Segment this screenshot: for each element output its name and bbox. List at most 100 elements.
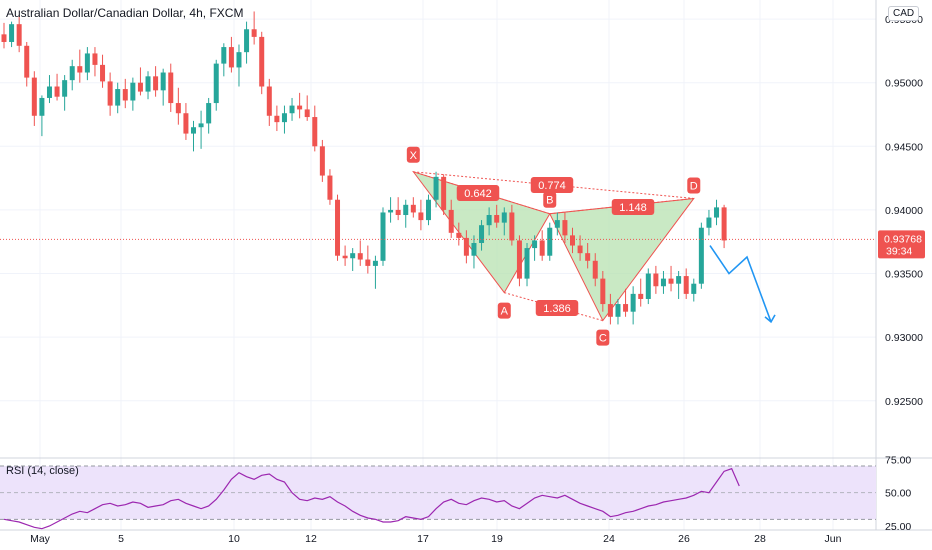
time-tick-label: 28 <box>754 533 766 545</box>
time-tick-label: May <box>30 533 51 545</box>
ratio-line-ac <box>504 292 603 322</box>
candle-body <box>524 248 530 279</box>
candle-body <box>683 276 689 294</box>
candle-body <box>653 273 659 287</box>
candle-body <box>259 36 265 87</box>
candle-body <box>706 217 712 228</box>
candle-body <box>456 232 462 238</box>
candle-body <box>297 105 303 110</box>
candle-body <box>365 259 371 266</box>
rsi-line <box>3 467 740 530</box>
candle-body <box>668 278 674 284</box>
time-tick-label: 24 <box>603 533 615 545</box>
candle-body <box>660 278 666 287</box>
candle-body <box>319 146 325 176</box>
candle-body <box>46 86 52 98</box>
candle-body <box>448 209 454 233</box>
candle-body <box>335 199 341 256</box>
candle-body <box>714 207 720 218</box>
candle-body <box>372 260 378 266</box>
pattern-point-d-box <box>687 177 701 194</box>
candle-body <box>137 82 143 92</box>
pattern-point-x: X <box>410 150 418 162</box>
candle-body <box>554 220 560 228</box>
time-tick-label: 10 <box>228 533 240 545</box>
candle-body <box>539 240 545 256</box>
candle-body <box>380 212 386 261</box>
candle-body <box>183 113 189 134</box>
candle-body <box>607 304 613 317</box>
candle-body <box>198 123 204 128</box>
candle-body <box>570 235 575 246</box>
candle-body <box>547 227 553 256</box>
last-price-tag <box>878 230 925 259</box>
price-tick-label: 0.93500 <box>885 269 923 281</box>
chart-title: Australian Dollar/Canadian Dollar, 4h, F… <box>6 6 244 20</box>
rsi-tick-label: 75.00 <box>885 454 911 466</box>
candle-body <box>236 52 242 68</box>
candle-body <box>168 72 174 104</box>
candle-body <box>289 105 295 114</box>
candle-body <box>54 86 60 97</box>
candle-body <box>486 215 492 226</box>
candle-body <box>577 245 583 254</box>
price-tick-label: 0.93000 <box>885 332 923 344</box>
projection-path <box>709 245 772 323</box>
candle-body <box>191 127 196 134</box>
candle-body <box>425 199 431 221</box>
candle-body <box>441 176 447 210</box>
candle-body <box>350 253 356 259</box>
candle-body <box>357 253 363 260</box>
candle-body <box>24 45 30 78</box>
price-tick-label: 0.92500 <box>885 396 923 408</box>
candle-body <box>312 117 318 147</box>
candle-body <box>615 304 621 317</box>
candle-body <box>100 64 106 82</box>
countdown-value: 39:34 <box>886 245 912 257</box>
candle-body <box>721 207 727 241</box>
candle-body <box>153 76 159 91</box>
candle-body <box>623 304 629 312</box>
candle-body <box>342 255 348 259</box>
candle-body <box>676 276 682 284</box>
candle-body <box>600 278 606 305</box>
last-price-value: 0.93768 <box>884 233 922 245</box>
time-tick-label: 17 <box>417 533 429 545</box>
candle-body <box>471 242 477 256</box>
candlestick-series <box>0 11 876 325</box>
time-tick-label: 26 <box>678 533 690 545</box>
pattern-point-a-box <box>497 302 511 319</box>
candle-body <box>645 273 651 299</box>
ratio-label: 0.642 <box>464 188 492 200</box>
pattern-point-b: B <box>546 195 553 207</box>
ratio-label-box <box>456 185 500 201</box>
currency-button[interactable]: CAD <box>888 6 920 21</box>
candle-body <box>463 237 469 256</box>
candle-body <box>532 240 538 249</box>
candle-body <box>388 209 394 213</box>
ratio-label-box <box>611 199 655 215</box>
candle-body <box>228 47 234 68</box>
pattern-point-c-box <box>596 329 610 346</box>
time-axis: May 5 10 12 17 19 24 26 28 Jun <box>30 533 842 545</box>
candle-body <box>31 77 37 116</box>
candle-body <box>9 24 15 42</box>
candle-body <box>327 175 333 200</box>
candle-body <box>494 215 500 223</box>
candle-body <box>39 97 45 116</box>
candle-body <box>562 220 568 236</box>
time-tick-label: 19 <box>491 533 503 545</box>
candle-body <box>630 293 636 312</box>
candle-body <box>130 82 136 101</box>
candle-body <box>244 29 250 53</box>
pattern-point-b-box <box>543 191 557 208</box>
candle-body <box>479 225 485 243</box>
candle-body <box>395 209 401 216</box>
candle-body <box>304 109 310 118</box>
rsi-tick-label: 50.00 <box>885 488 911 500</box>
candle-body <box>160 72 166 91</box>
grid-lines <box>0 0 932 531</box>
candle-body <box>221 47 227 64</box>
candle-body <box>213 63 219 104</box>
